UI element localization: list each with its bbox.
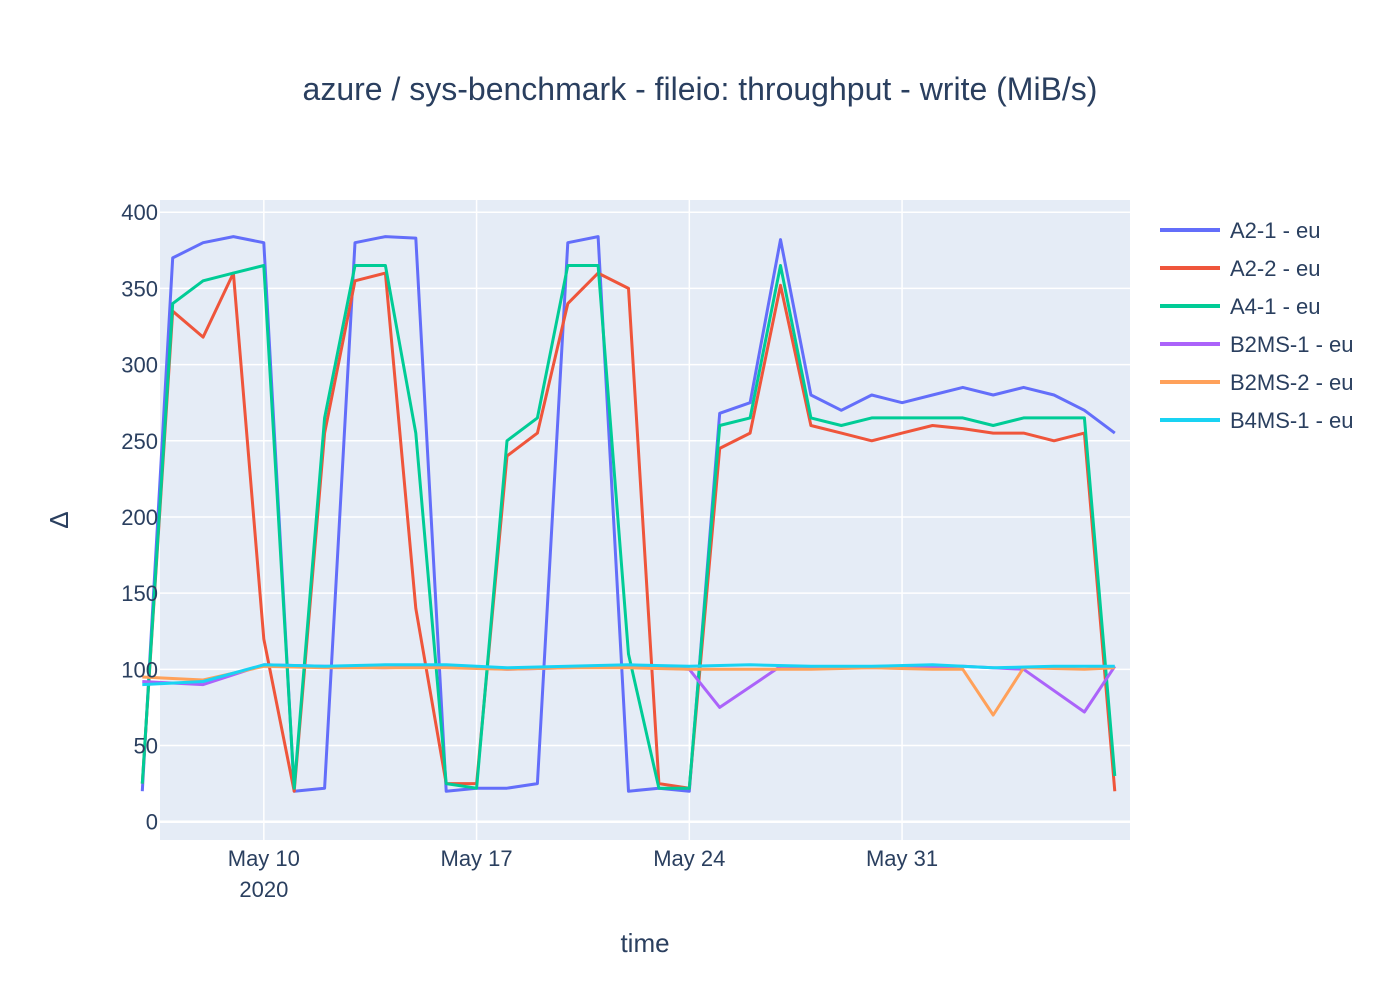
legend-item[interactable]: B2MS-2 - eu [1160,370,1354,395]
legend-item[interactable]: A4-1 - eu [1160,294,1321,319]
series-line-0 [140,235,1116,793]
y-tick-label: 250 [121,429,158,454]
y-axis-ticks: 0 50 100 150 200 250 300 350 400 [121,200,158,835]
legend-label: B2MS-2 - eu [1230,370,1354,395]
y-tick-label: 0 [146,810,158,835]
x-axis-title: time [620,928,669,958]
x-tick-sublabel: 2020 [239,877,288,902]
chart-title: azure / sys-benchmark - fileio: throughp… [303,71,1098,107]
legend-label: B2MS-1 - eu [1230,332,1354,357]
y-tick-label: 200 [121,505,158,530]
y-tick-label: 50 [134,734,158,759]
legend-item[interactable]: A2-2 - eu [1160,256,1321,281]
series-line-4 [142,664,1115,717]
series-line-5 [142,663,1115,687]
x-tick-label: May 10 [228,846,300,871]
y-tick-label: 400 [121,200,158,225]
y-tick-label: 100 [121,657,158,682]
y-tick-label: 350 [121,276,158,301]
y-tick-label: 150 [121,581,158,606]
legend-label: A4-1 - eu [1230,294,1321,319]
legend-item[interactable]: B2MS-1 - eu [1160,332,1354,357]
x-tick-label: May 24 [653,846,725,871]
y-tick-label: 300 [121,353,158,378]
legend-label: A2-2 - eu [1230,256,1321,281]
legend-item[interactable]: A2-1 - eu [1160,218,1321,243]
x-axis-ticks: May 10 2020 May 17 May 24 May 31 [228,846,938,902]
legend[interactable]: A2-1 - eu A2-2 - eu A4-1 - eu B2MS-1 - eu B2… [1160,218,1354,433]
legend-label: B4MS-1 - eu [1230,408,1354,433]
legend-item[interactable]: B4MS-1 - eu [1160,408,1354,433]
legend-label: A2-1 - eu [1230,218,1321,243]
x-tick-label: May 31 [866,846,938,871]
plot-area [160,200,1130,840]
series-lines [140,235,1117,793]
x-tick-label: May 17 [441,846,513,871]
y-axis-title: Δ [44,511,74,528]
